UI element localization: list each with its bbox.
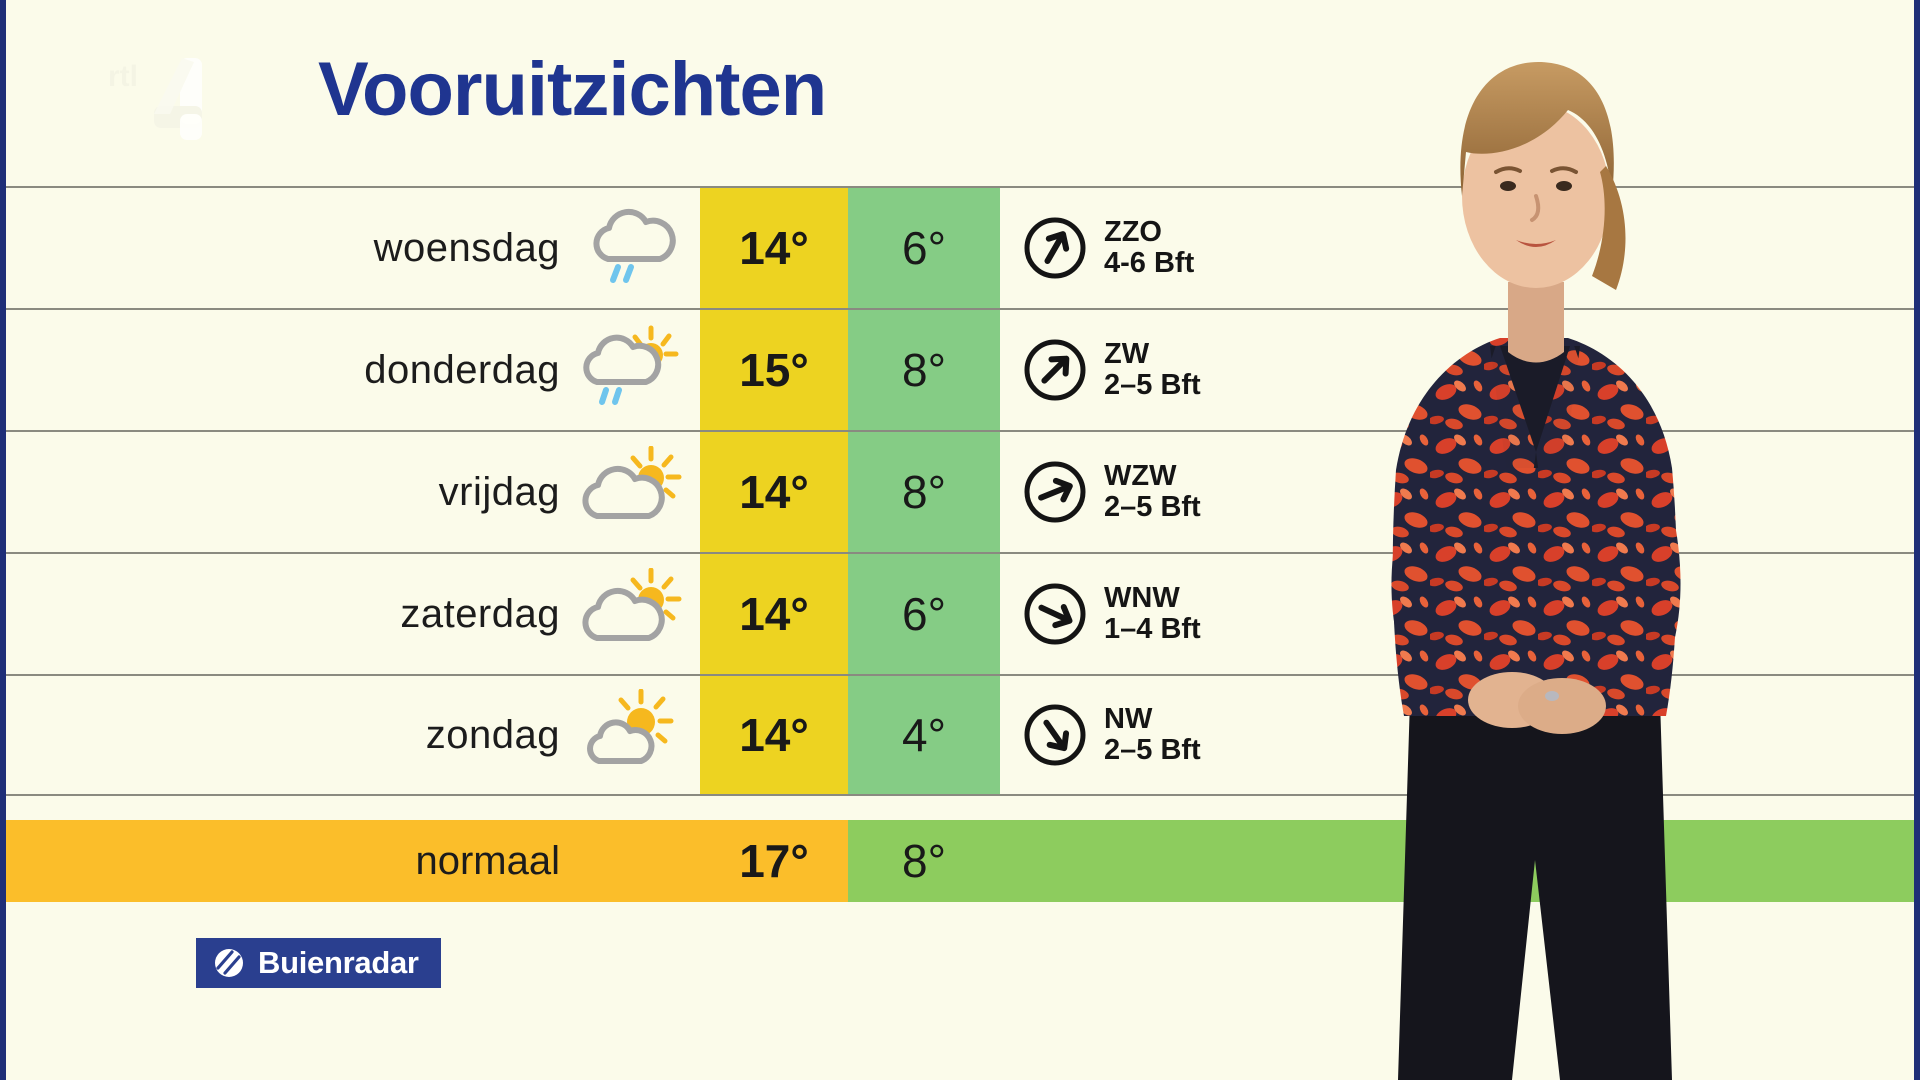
max-temp-value: 14°: [739, 466, 809, 518]
wind-direction-arrow-icon: [1024, 704, 1086, 766]
sun-cloud-icon: [572, 554, 690, 674]
wind-force-label: 4-6 Bft: [1104, 247, 1195, 279]
min-temp-column: [848, 676, 1000, 794]
min-temp-column: [848, 554, 1000, 674]
min-temp-value: 6°: [902, 222, 946, 274]
table-row: donderdag 15° 8°: [0, 308, 1920, 430]
normaal-row: normaal 17° 8°: [0, 820, 1920, 902]
normaal-max-value: 17°: [739, 835, 809, 887]
day-label: zaterdag: [400, 591, 560, 636]
left-edge-bar: [0, 0, 6, 1080]
wind-direction-label: ZZO: [1104, 216, 1162, 249]
min-temp-value: 8°: [902, 344, 946, 396]
wind-direction-label: WNW: [1104, 582, 1180, 615]
sun-cloud-rain-icon: [572, 310, 690, 430]
normaal-min-value: 8°: [902, 835, 946, 887]
wind-force-label: 1–4 Bft: [1104, 613, 1201, 645]
min-temp-column: [848, 310, 1000, 430]
rtl4-logo: rtl: [108, 58, 202, 140]
wind-cell: WZW 2–5 Bft: [1022, 432, 1352, 552]
max-temp-column: [700, 554, 848, 674]
svg-text:rtl: rtl: [108, 60, 138, 93]
sun-small-cloud-icon: [572, 676, 690, 794]
wind-cell: ZW 2–5 Bft: [1022, 310, 1352, 430]
wind-cell: NW 2–5 Bft: [1022, 676, 1352, 794]
max-temp-column: [700, 310, 848, 430]
day-label: donderdag: [364, 347, 560, 392]
forecast-table: woensdag 14° 6°: [0, 186, 1920, 796]
max-temp-column: [700, 188, 848, 308]
weather-presenter: [1391, 62, 1681, 1080]
day-label: zondag: [425, 712, 560, 757]
normaal-max-band: [0, 820, 848, 902]
wind-direction-arrow-icon: [1024, 339, 1086, 401]
table-row: vrijdag 14° 8°: [0, 430, 1920, 552]
table-row: zondag 14° 4°: [0, 674, 1920, 796]
wind-direction-arrow-icon: [1024, 461, 1086, 523]
wind-direction-label: WZW: [1104, 460, 1177, 493]
min-temp-column: [848, 432, 1000, 552]
wind-direction-label: ZW: [1104, 338, 1150, 371]
sun-cloud-icon: [572, 432, 690, 552]
max-temp-value: 14°: [739, 588, 809, 640]
wind-cell: WNW 1–4 Bft: [1022, 554, 1352, 674]
max-temp-column: [700, 676, 848, 794]
day-label: woensdag: [373, 225, 560, 270]
min-temp-column: [848, 188, 1000, 308]
normaal-min-band: [848, 820, 1920, 902]
wind-force-label: 2–5 Bft: [1104, 369, 1201, 401]
wind-force-label: 2–5 Bft: [1104, 734, 1201, 766]
max-temp-value: 15°: [739, 344, 809, 396]
wind-direction-arrow-icon: [1024, 217, 1086, 279]
min-temp-value: 6°: [902, 588, 946, 640]
max-temp-value: 14°: [739, 222, 809, 274]
buienradar-label: Buienradar: [258, 945, 419, 980]
min-temp-value: 8°: [902, 466, 946, 518]
wind-direction-arrow-icon: [1024, 583, 1086, 645]
normaal-label: normaal: [415, 838, 560, 883]
wind-direction-label: NW: [1104, 703, 1153, 736]
cloud-rain-icon: [572, 188, 690, 308]
table-row: zaterdag 14° 6°: [0, 552, 1920, 674]
min-temp-value: 4°: [902, 709, 946, 761]
max-temp-value: 14°: [739, 709, 809, 761]
wind-cell: ZZO 4-6 Bft: [1022, 188, 1352, 308]
right-edge-bar: [1914, 0, 1920, 1080]
max-temp-column: [700, 432, 848, 552]
buienradar-radar-icon: [215, 949, 243, 977]
table-row: woensdag 14° 6°: [0, 186, 1920, 308]
buienradar-logo[interactable]: Buienradar: [196, 938, 441, 988]
wind-force-label: 2–5 Bft: [1104, 491, 1201, 523]
day-label: vrijdag: [438, 469, 560, 514]
page-title: Vooruitzichten: [318, 47, 827, 132]
